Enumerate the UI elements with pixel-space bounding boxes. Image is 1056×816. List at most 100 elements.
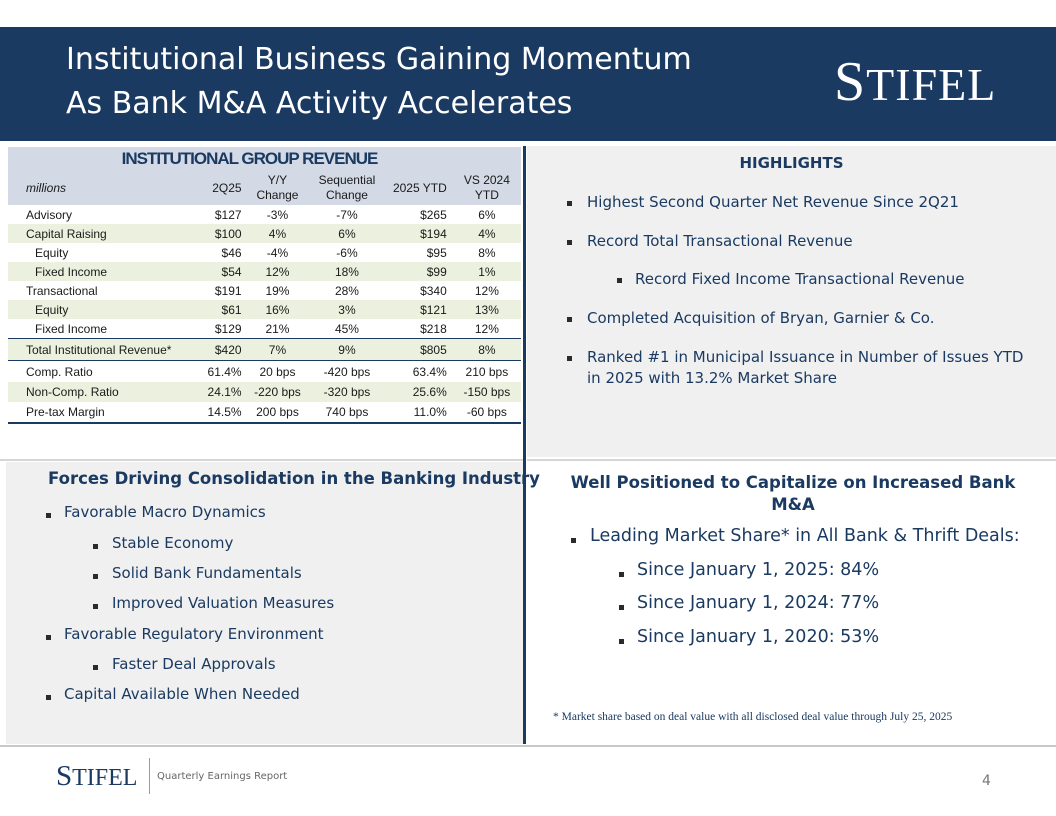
header-banner — [0, 27, 1056, 141]
table-row: Pre-tax Margin 14.5% 200 bps 740 bps 11.… — [8, 402, 521, 424]
row-label: Equity — [35, 245, 69, 260]
cell-vs-ytd: 12% — [474, 321, 499, 336]
cell-2q25: $129 — [214, 321, 242, 336]
stifel-logo: STIFEL — [834, 50, 996, 114]
cell-ytd: 63.4% — [412, 364, 447, 379]
title-line-2: As Bank M&A Activity Accelerates — [66, 86, 573, 121]
cell-yy: 4% — [247, 224, 308, 243]
header-sequential-change: Sequential Change — [307, 171, 387, 205]
cell-vs-ytd: -150 bps — [452, 382, 521, 402]
bullet-icon — [46, 513, 51, 518]
bullet-icon — [93, 544, 98, 549]
positioned-subitem: Since January 1, 2024: 77% — [637, 593, 880, 613]
page-title: Institutional Business Gaining Momentum … — [66, 38, 692, 126]
cell-2q25: $191 — [214, 283, 242, 298]
bullet-icon — [46, 635, 51, 640]
positioned-panel — [527, 462, 1056, 744]
row-label: Pre-tax Margin — [8, 402, 182, 424]
page-number: 4 — [982, 773, 991, 789]
cell-vs-ytd: 13% — [452, 300, 521, 319]
cell-ytd: 25.6% — [386, 382, 453, 402]
row-label: Equity — [8, 300, 182, 319]
header-vs-2024-ytd: VS 2024 YTD — [452, 171, 521, 205]
forces-subitem: Stable Economy — [112, 534, 234, 552]
highlights-panel — [527, 146, 1056, 457]
cell-yy: -3% — [266, 207, 289, 222]
cell-2q25: $54 — [181, 262, 248, 281]
forces-item: Favorable Regulatory Environment — [64, 625, 324, 643]
bullet-icon — [571, 538, 576, 543]
table-header-row: millions 2Q25 Y/Y Change Sequential Chan… — [8, 171, 521, 205]
highlight-item-continued: in 2025 with 13.2% Market Share — [587, 369, 838, 387]
cell-ytd: 11.0% — [386, 402, 453, 424]
positioned-title-line-2: M&A — [771, 495, 815, 514]
market-share-footnote: * Market share based on deal value with … — [553, 711, 953, 723]
horizontal-divider-right — [527, 459, 1056, 461]
table-title: INSTITUTIONAL GROUP REVENUE — [121, 149, 379, 168]
cell-vs-ytd: 8% — [452, 338, 521, 361]
header-2q25: 2Q25 — [181, 171, 248, 205]
bullet-icon — [93, 604, 98, 609]
row-label: Fixed Income — [35, 321, 108, 336]
highlight-item: Record Total Transactional Revenue — [587, 232, 853, 250]
highlight-item: Highest Second Quarter Net Revenue Since… — [587, 193, 959, 211]
forces-item: Capital Available When Needed — [64, 685, 300, 703]
table-row: Equity $61 16% 3% $121 13% — [8, 300, 521, 319]
bullet-icon — [567, 201, 572, 206]
table-row: Comp. Ratio 61.4% 20 bps -420 bps 63.4% … — [8, 361, 521, 383]
cell-ytd: $805 — [386, 338, 453, 361]
logo-initial: S — [834, 51, 867, 113]
cell-ytd: $194 — [386, 224, 453, 243]
highlight-item: Ranked #1 in Municipal Issuance in Numbe… — [587, 348, 1024, 366]
cell-yy: -220 bps — [247, 382, 308, 402]
table-row: Transactional $191 19% 28% $340 12% — [8, 281, 521, 300]
cell-yy: 19% — [265, 283, 290, 298]
cell-vs-ytd: -60 bps — [452, 402, 521, 424]
footer-logo-rest: TIFEL — [72, 765, 138, 791]
cell-seq: 28% — [334, 283, 359, 298]
title-line-1: Institutional Business Gaining Momentum — [66, 42, 692, 77]
cell-vs-ytd: 6% — [478, 207, 496, 222]
bullet-icon — [619, 572, 624, 577]
highlights-title: HIGHLIGHTS — [739, 154, 844, 172]
cell-seq: 740 bps — [307, 402, 387, 424]
bullet-icon — [93, 665, 98, 670]
cell-2q25: $127 — [214, 207, 242, 222]
cell-seq: 6% — [307, 224, 387, 243]
cell-seq: 3% — [307, 300, 387, 319]
header-2025-ytd: 2025 YTD — [386, 171, 453, 205]
bullet-icon — [567, 240, 572, 245]
cell-yy: 12% — [247, 262, 308, 281]
cell-seq: -320 bps — [307, 382, 387, 402]
bullet-icon — [567, 317, 572, 322]
institutional-revenue-table: INSTITUTIONAL GROUP REVENUE millions 2Q2… — [8, 147, 521, 424]
positioned-subitem: Since January 1, 2025: 84% — [637, 560, 880, 580]
bullet-icon — [619, 639, 624, 644]
forces-panel — [6, 462, 524, 744]
cell-2q25: $100 — [181, 224, 248, 243]
table-row: Equity $46 -4% -6% $95 8% — [8, 243, 521, 262]
positioned-title-line-1: Well Positioned to Capitalize on Increas… — [570, 473, 1016, 492]
forces-subitem: Faster Deal Approvals — [112, 655, 276, 673]
cell-yy: 16% — [247, 300, 308, 319]
forces-subitem: Solid Bank Fundamentals — [112, 564, 302, 582]
footer-separator — [149, 758, 150, 794]
cell-ytd: $121 — [386, 300, 453, 319]
cell-seq: -6% — [336, 245, 358, 260]
positioned-title: Well Positioned to Capitalize on Increas… — [560, 472, 1026, 516]
bullet-icon — [46, 695, 51, 700]
revenue-table: millions 2Q25 Y/Y Change Sequential Chan… — [8, 171, 521, 424]
row-label: Fixed Income — [8, 262, 182, 281]
cell-2q25: $61 — [181, 300, 248, 319]
row-label: Advisory — [26, 207, 73, 222]
cell-seq: 45% — [334, 321, 359, 336]
cell-seq: 9% — [307, 338, 387, 361]
cell-yy: 200 bps — [247, 402, 308, 424]
bullet-icon — [567, 356, 572, 361]
table-title-bar: INSTITUTIONAL GROUP REVENUE — [8, 147, 521, 171]
bullet-icon — [617, 278, 622, 283]
table-row: Advisory $127 -3% -7% $265 6% — [8, 205, 521, 224]
cell-yy: 7% — [247, 338, 308, 361]
cell-2q25: $420 — [181, 338, 248, 361]
forces-subitem: Improved Valuation Measures — [112, 594, 335, 612]
